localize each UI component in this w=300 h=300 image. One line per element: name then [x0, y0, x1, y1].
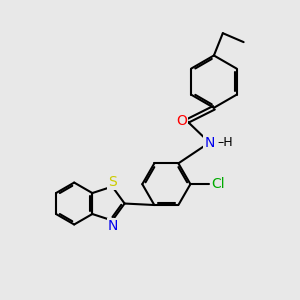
Text: Cl: Cl — [212, 177, 225, 191]
Text: N: N — [204, 136, 214, 150]
Text: N: N — [108, 219, 118, 233]
Text: O: O — [176, 114, 187, 128]
Text: S: S — [108, 175, 117, 188]
Text: –H: –H — [218, 136, 233, 149]
